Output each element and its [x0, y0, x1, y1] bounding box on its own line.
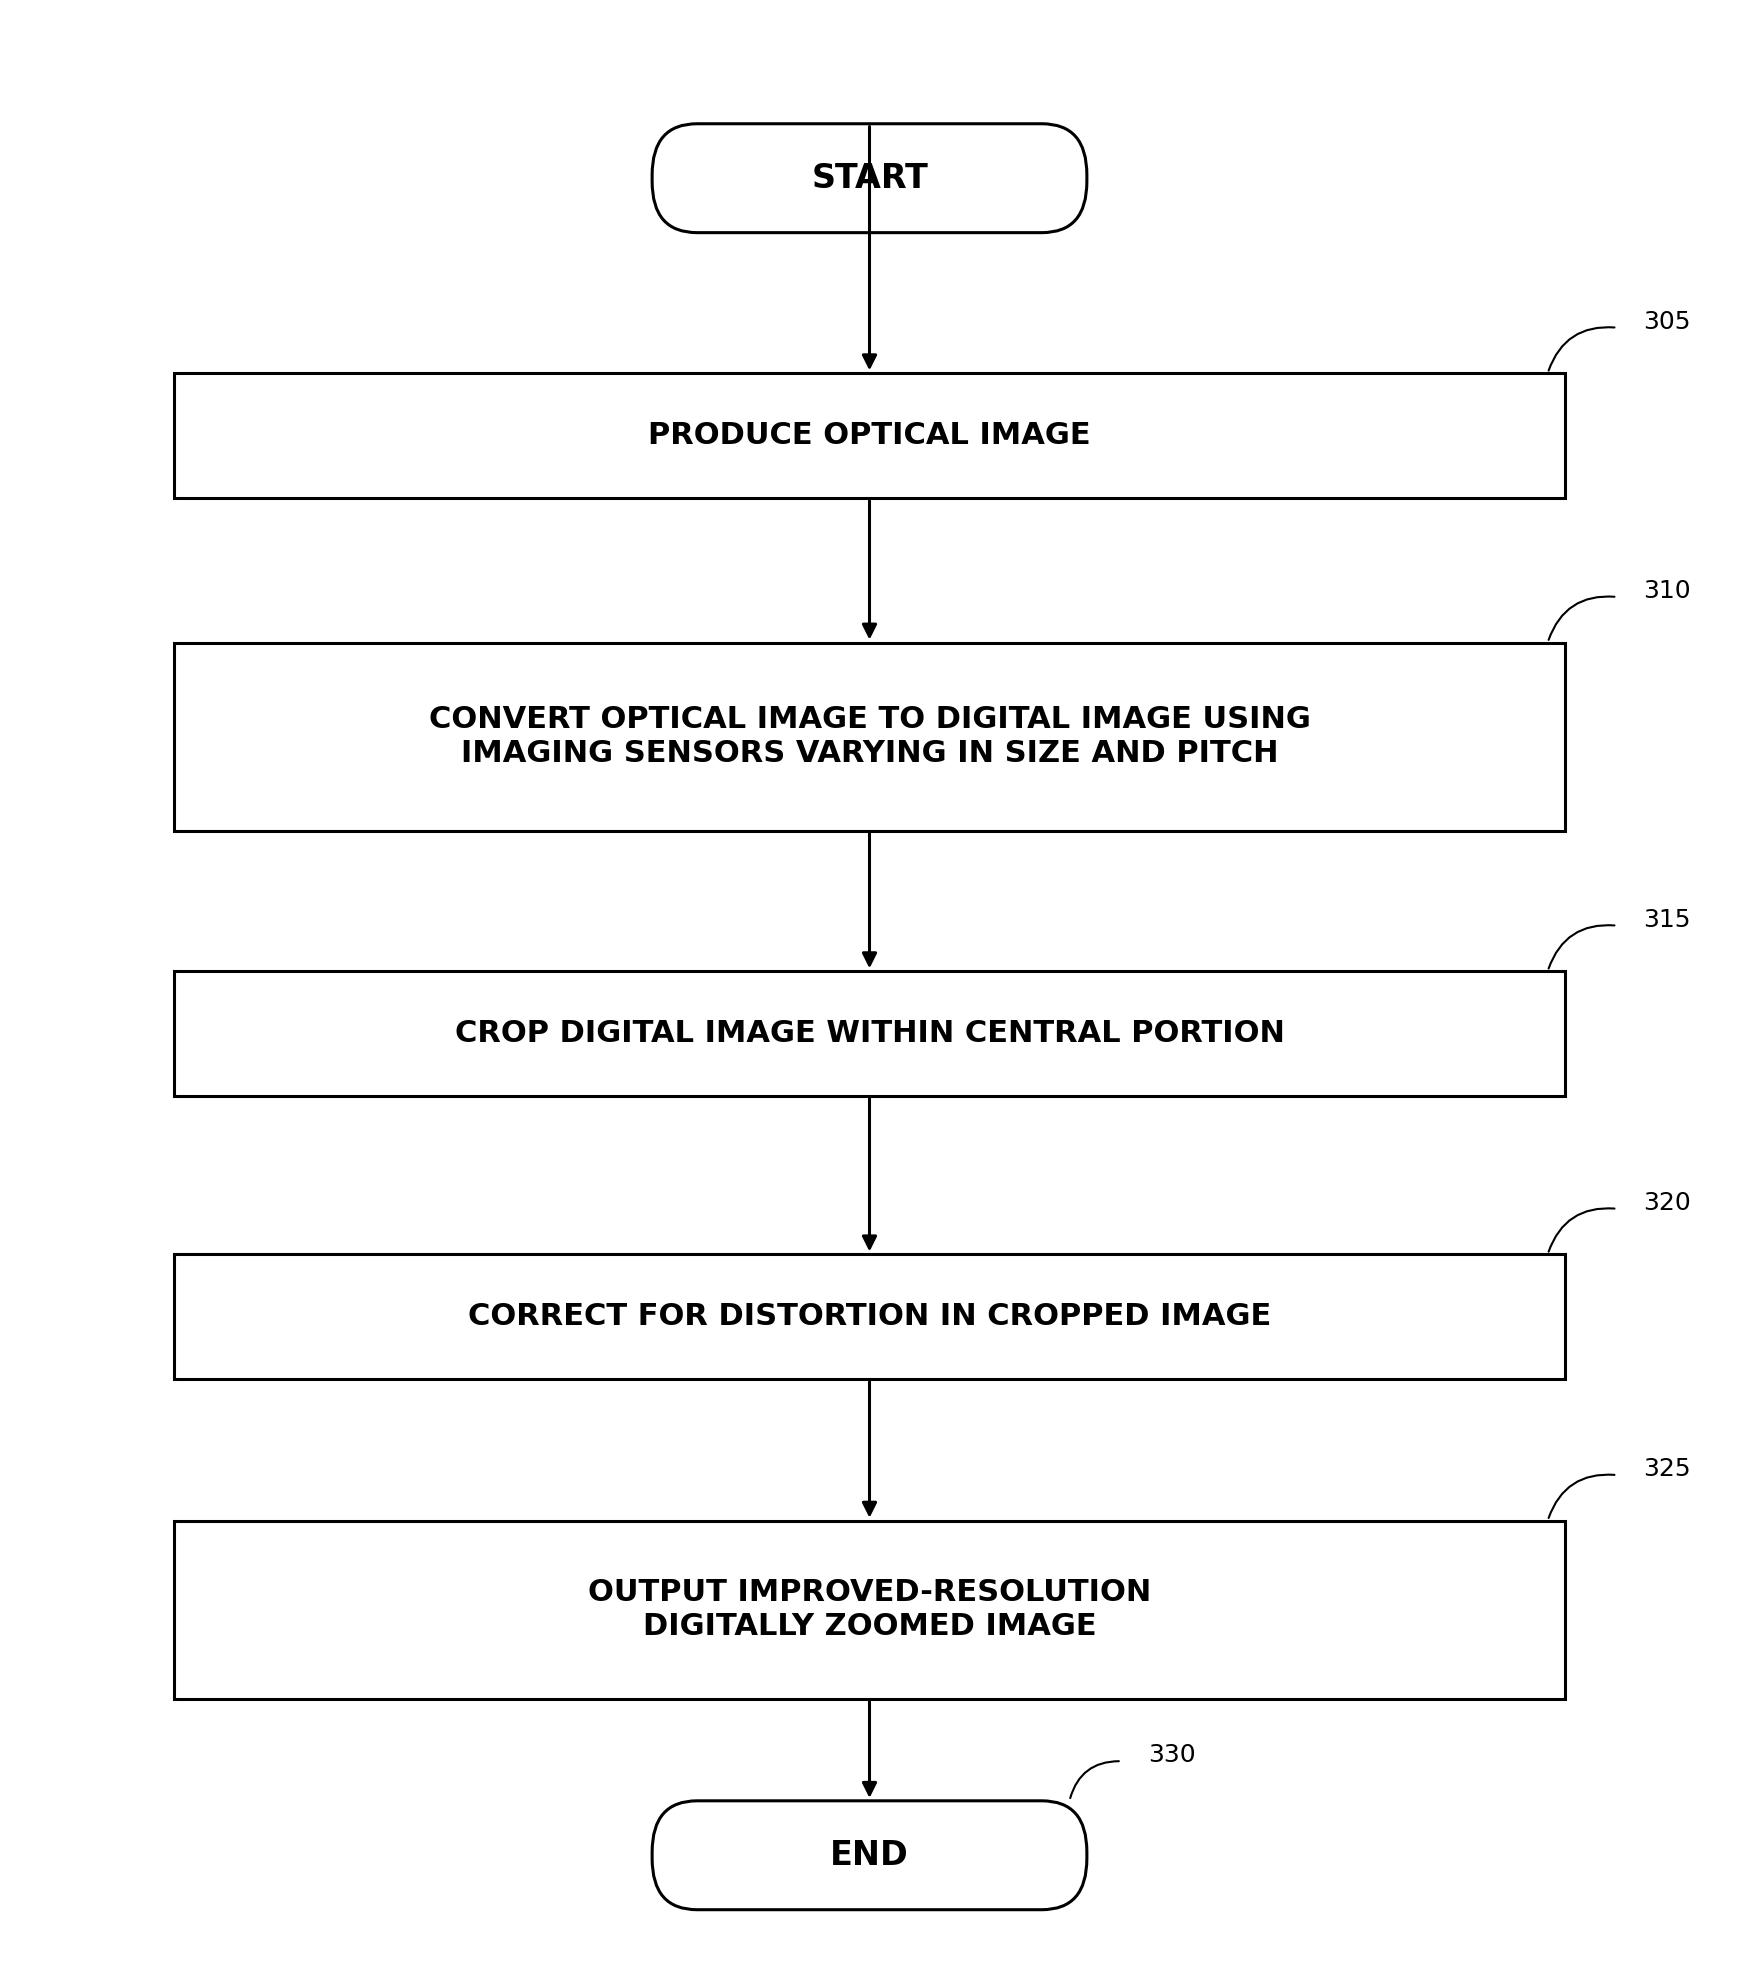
Text: 320: 320 — [1643, 1190, 1690, 1214]
Text: 310: 310 — [1643, 578, 1690, 602]
Text: 315: 315 — [1643, 907, 1690, 931]
Text: END: END — [830, 1839, 909, 1871]
FancyBboxPatch shape — [652, 123, 1087, 232]
Text: CROP DIGITAL IMAGE WITHIN CENTRAL PORTION: CROP DIGITAL IMAGE WITHIN CENTRAL PORTIO… — [454, 1020, 1285, 1047]
Bar — [174, 970, 1565, 1097]
FancyBboxPatch shape — [652, 1802, 1087, 1909]
Text: PRODUCE OPTICAL IMAGE: PRODUCE OPTICAL IMAGE — [649, 422, 1090, 449]
Text: 305: 305 — [1643, 309, 1690, 333]
Bar — [174, 1255, 1565, 1378]
Text: CONVERT OPTICAL IMAGE TO DIGITAL IMAGE USING
IMAGING SENSORS VARYING IN SIZE AND: CONVERT OPTICAL IMAGE TO DIGITAL IMAGE U… — [428, 705, 1311, 768]
Text: 330: 330 — [1148, 1742, 1195, 1766]
Text: CORRECT FOR DISTORTION IN CROPPED IMAGE: CORRECT FOR DISTORTION IN CROPPED IMAGE — [468, 1303, 1271, 1331]
Bar — [174, 1521, 1565, 1699]
Text: OUTPUT IMPROVED-RESOLUTION
DIGITALLY ZOOMED IMAGE: OUTPUT IMPROVED-RESOLUTION DIGITALLY ZOO… — [588, 1578, 1151, 1641]
Bar — [174, 372, 1565, 497]
Bar — [174, 642, 1565, 832]
Text: START: START — [810, 162, 929, 194]
Text: 325: 325 — [1643, 1457, 1690, 1481]
